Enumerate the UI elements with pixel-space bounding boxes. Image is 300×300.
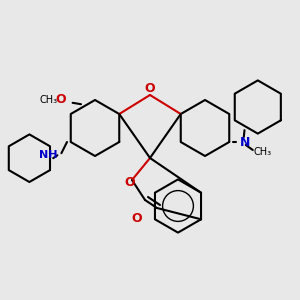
- Text: O: O: [132, 212, 142, 224]
- Text: O: O: [145, 82, 155, 95]
- Text: N: N: [240, 136, 250, 148]
- Text: O: O: [125, 176, 135, 188]
- Text: O: O: [55, 93, 66, 106]
- Text: CH₃: CH₃: [40, 95, 58, 105]
- Text: NH: NH: [39, 150, 57, 160]
- Text: CH₃: CH₃: [254, 147, 272, 157]
